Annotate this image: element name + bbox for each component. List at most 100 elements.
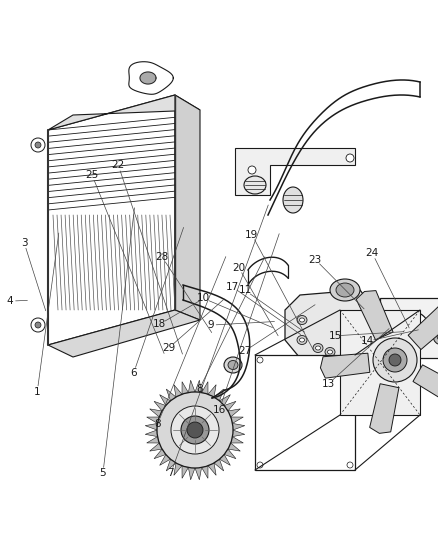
Polygon shape: [48, 95, 175, 345]
Text: 3: 3: [21, 238, 28, 247]
Polygon shape: [147, 417, 159, 423]
Polygon shape: [150, 409, 162, 417]
Text: 15: 15: [328, 331, 342, 341]
Polygon shape: [145, 423, 158, 430]
Text: 23: 23: [309, 255, 322, 264]
Circle shape: [248, 166, 256, 174]
Polygon shape: [255, 355, 355, 470]
Text: 9: 9: [207, 320, 214, 330]
Circle shape: [347, 357, 353, 363]
Text: 27: 27: [239, 346, 252, 356]
Circle shape: [347, 462, 353, 468]
Circle shape: [181, 416, 209, 444]
Polygon shape: [219, 455, 230, 465]
Text: 10: 10: [197, 294, 210, 303]
Text: 14: 14: [361, 336, 374, 346]
Polygon shape: [166, 459, 176, 471]
Polygon shape: [159, 455, 170, 465]
Polygon shape: [145, 430, 158, 437]
Text: 16: 16: [212, 406, 226, 415]
Ellipse shape: [328, 350, 332, 354]
Polygon shape: [413, 365, 438, 405]
Text: 19: 19: [245, 230, 258, 239]
Polygon shape: [228, 443, 240, 451]
Polygon shape: [195, 467, 201, 480]
Ellipse shape: [313, 343, 323, 352]
Polygon shape: [340, 310, 420, 415]
Ellipse shape: [283, 187, 303, 213]
Polygon shape: [201, 382, 208, 394]
Polygon shape: [48, 95, 200, 130]
Circle shape: [383, 348, 407, 372]
Polygon shape: [174, 385, 182, 397]
Polygon shape: [408, 304, 438, 350]
Circle shape: [257, 357, 263, 363]
Text: 24: 24: [366, 248, 379, 258]
Circle shape: [373, 338, 417, 382]
Polygon shape: [231, 437, 243, 443]
Polygon shape: [231, 417, 243, 423]
Polygon shape: [188, 380, 195, 393]
Circle shape: [31, 138, 45, 152]
Text: 11: 11: [239, 286, 252, 295]
Polygon shape: [182, 466, 188, 478]
Polygon shape: [154, 449, 166, 459]
Polygon shape: [214, 459, 224, 471]
Ellipse shape: [224, 357, 242, 373]
Text: 8: 8: [196, 384, 203, 394]
Text: 6: 6: [130, 368, 137, 378]
Polygon shape: [380, 298, 438, 358]
Polygon shape: [159, 394, 170, 406]
Polygon shape: [356, 290, 393, 340]
Circle shape: [257, 462, 263, 468]
Circle shape: [437, 331, 438, 341]
Polygon shape: [154, 401, 166, 411]
Ellipse shape: [336, 283, 354, 297]
Polygon shape: [370, 384, 399, 433]
Polygon shape: [321, 353, 370, 378]
Polygon shape: [150, 443, 162, 451]
Text: 5: 5: [99, 469, 106, 478]
Ellipse shape: [300, 318, 304, 322]
Text: 18: 18: [153, 319, 166, 329]
Polygon shape: [285, 290, 375, 360]
Text: 7: 7: [167, 469, 174, 478]
Circle shape: [35, 322, 41, 328]
Polygon shape: [174, 463, 182, 475]
Polygon shape: [228, 409, 240, 417]
Ellipse shape: [400, 319, 420, 337]
Circle shape: [35, 142, 41, 148]
Text: 29: 29: [162, 343, 175, 353]
Text: 28: 28: [155, 252, 169, 262]
Polygon shape: [214, 389, 224, 401]
Polygon shape: [219, 394, 230, 406]
Circle shape: [31, 318, 45, 332]
Text: 22: 22: [112, 160, 125, 170]
Ellipse shape: [325, 348, 335, 357]
Ellipse shape: [391, 311, 429, 345]
Polygon shape: [201, 466, 208, 478]
Text: 25: 25: [85, 170, 99, 180]
Circle shape: [433, 327, 438, 345]
Polygon shape: [140, 72, 156, 84]
Polygon shape: [235, 148, 355, 195]
Text: 1: 1: [34, 387, 41, 397]
Polygon shape: [147, 437, 159, 443]
Circle shape: [187, 422, 203, 438]
Polygon shape: [166, 389, 176, 401]
Ellipse shape: [297, 316, 307, 325]
Polygon shape: [48, 310, 200, 357]
Text: 4: 4: [6, 296, 13, 306]
Circle shape: [157, 392, 233, 468]
Text: 8: 8: [154, 419, 161, 429]
Ellipse shape: [228, 360, 238, 369]
Text: 13: 13: [322, 379, 335, 389]
Polygon shape: [208, 463, 216, 475]
Polygon shape: [195, 380, 201, 393]
Ellipse shape: [244, 176, 266, 194]
Ellipse shape: [297, 335, 307, 344]
Text: 20: 20: [232, 263, 245, 272]
Ellipse shape: [300, 338, 304, 342]
Text: 17: 17: [226, 282, 239, 292]
Polygon shape: [182, 382, 188, 394]
